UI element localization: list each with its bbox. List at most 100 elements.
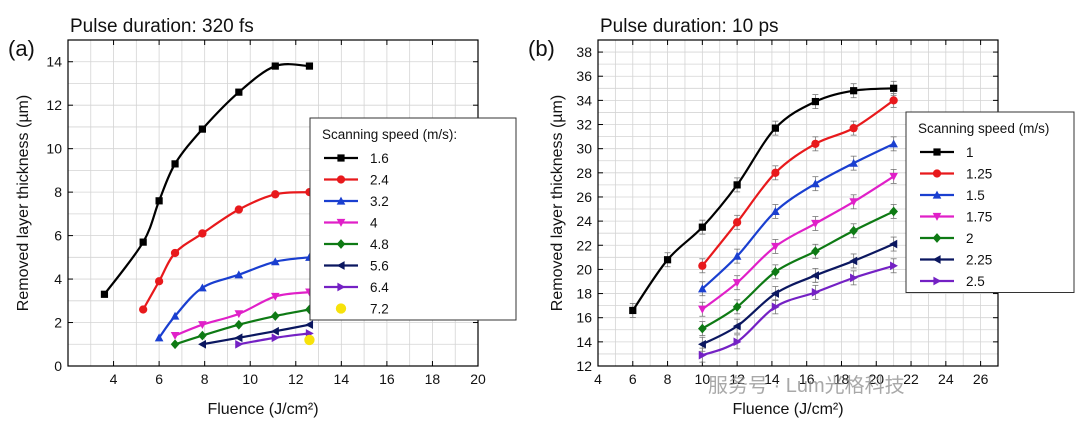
data-point-4-1 bbox=[198, 321, 207, 330]
data-point-3.2-3 bbox=[234, 270, 244, 279]
panel-a: 4 6 8 10 12 14 16 18 20 0 2 4 6 8 10 12 14 Fluence (J/cm²… bbox=[8, 16, 517, 418]
series-line-1.25 bbox=[701, 99, 895, 267]
x-tick-label: 24 bbox=[938, 371, 954, 387]
data-point-1.5-0 bbox=[698, 284, 707, 293]
x-tick-label: 16 bbox=[799, 371, 815, 387]
x-tick-label: 20 bbox=[868, 371, 884, 387]
data-point-5.6-1 bbox=[234, 333, 243, 343]
data-point-3.2-4 bbox=[270, 257, 280, 266]
data-point-2.4-3 bbox=[198, 229, 207, 238]
legend-label-1.6: 1.6 bbox=[370, 151, 389, 166]
data-point-5.6-0 bbox=[198, 339, 206, 349]
data-point-2.25-4 bbox=[849, 256, 858, 266]
data-point-1-2 bbox=[698, 223, 706, 231]
data-point-1.75-3 bbox=[811, 219, 820, 228]
x-tick-label: 8 bbox=[664, 371, 672, 387]
x-tick-label: 4 bbox=[110, 371, 118, 387]
data-point-2.25-3 bbox=[811, 271, 819, 280]
legend-marker-5.6 bbox=[336, 261, 345, 270]
y-tick-label: 12 bbox=[576, 358, 592, 374]
y-tick-label: 24 bbox=[576, 213, 592, 229]
data-point-1.5-3 bbox=[811, 179, 820, 188]
watermark-text: 服务号 · Lum光格科技 bbox=[708, 374, 905, 397]
panel-label: (a) bbox=[8, 36, 35, 61]
data-point-2-3 bbox=[811, 246, 820, 257]
data-point-1.6-0 bbox=[100, 290, 109, 298]
data-point-1.5-1 bbox=[732, 251, 742, 260]
y-tick-label: 8 bbox=[54, 184, 62, 200]
data-point-1.25-1 bbox=[732, 218, 742, 227]
legend-marker-2.5 bbox=[933, 276, 942, 286]
legend-label-1.75: 1.75 bbox=[966, 210, 992, 225]
data-point-6.4-1 bbox=[271, 333, 280, 343]
series-line-1.75 bbox=[701, 175, 895, 311]
legend-marker-6.4 bbox=[337, 282, 346, 292]
data-point-2.4-2 bbox=[170, 248, 180, 258]
y-tick-label: 34 bbox=[576, 92, 592, 108]
data-point-1.75-5 bbox=[889, 172, 898, 181]
data-point-1.75-2 bbox=[771, 242, 780, 251]
x-tick-label: 18 bbox=[834, 371, 850, 387]
data-point-1.6-6 bbox=[271, 62, 279, 70]
data-point-4.8-2 bbox=[234, 319, 244, 330]
data-point-1-1 bbox=[663, 256, 672, 264]
legend-box bbox=[905, 111, 1075, 293]
data-point-1.25-0 bbox=[698, 261, 707, 270]
y-tick-label: 6 bbox=[54, 228, 62, 244]
x-axis-title: Fluence (J/cm²) bbox=[207, 401, 318, 418]
legend-label-5.6: 5.6 bbox=[370, 259, 389, 274]
x-tick-label: 12 bbox=[288, 371, 304, 387]
data-point-1.25-5 bbox=[889, 96, 898, 105]
data-point-1.5-2 bbox=[771, 207, 780, 216]
data-point-1-6 bbox=[850, 87, 858, 95]
data-point-2.5-1 bbox=[733, 337, 742, 347]
data-point-1.75-0 bbox=[698, 305, 707, 314]
legend-label-4: 4 bbox=[370, 216, 378, 231]
y-tick-label: 26 bbox=[576, 189, 592, 205]
legend-marker-1.5 bbox=[932, 190, 942, 199]
data-point-5.6-3 bbox=[305, 320, 314, 330]
x-tick-label: 18 bbox=[425, 371, 441, 387]
data-point-1.6-5 bbox=[235, 88, 243, 96]
legend-marker-7.2 bbox=[335, 303, 347, 314]
x-tick-label: 22 bbox=[903, 371, 919, 387]
data-point-4-3 bbox=[270, 292, 280, 301]
y-tick-label: 18 bbox=[576, 286, 592, 302]
data-point-2.5-4 bbox=[850, 273, 858, 283]
legend-label-2.25: 2.25 bbox=[966, 253, 992, 268]
legend-label-4.8: 4.8 bbox=[370, 237, 389, 252]
y-tick-label: 32 bbox=[576, 117, 592, 133]
y-tick-label: 4 bbox=[54, 271, 62, 287]
y-tick-label: 38 bbox=[576, 44, 592, 60]
x-tick-label: 26 bbox=[973, 371, 989, 387]
y-axis-title: Removed layer thickness (µm) bbox=[15, 95, 32, 311]
series-line-1 bbox=[631, 87, 894, 312]
data-point-2.25-1 bbox=[732, 321, 741, 331]
data-point-2.4-1 bbox=[154, 277, 164, 286]
data-point-1.6-1 bbox=[139, 238, 147, 246]
data-point-2.5-3 bbox=[811, 288, 820, 297]
x-axis-title: Fluence (J/cm²) bbox=[732, 401, 843, 418]
legend-marker-3.2 bbox=[336, 196, 346, 205]
y-tick-label: 30 bbox=[576, 141, 592, 157]
legend-marker-1.25 bbox=[932, 169, 942, 178]
legend-title: Scanning speed (m/s) bbox=[918, 121, 1049, 136]
data-point-4.8-3 bbox=[270, 311, 280, 321]
data-point-3.2-1 bbox=[170, 311, 180, 320]
legend-marker-2.4 bbox=[336, 175, 346, 184]
panel-title: Pulse duration: 10 ps bbox=[600, 16, 779, 37]
legend-label-2.5: 2.5 bbox=[966, 274, 985, 289]
y-tick-label: 20 bbox=[576, 261, 592, 277]
x-tick-label: 16 bbox=[379, 371, 395, 387]
data-point-2-5 bbox=[889, 206, 898, 217]
x-tick-label: 10 bbox=[242, 371, 258, 387]
legend-marker-1.75 bbox=[932, 212, 942, 221]
legend-label-2.4: 2.4 bbox=[370, 173, 389, 188]
data-point-1.6-3 bbox=[171, 160, 179, 168]
data-point-2-4 bbox=[849, 225, 858, 236]
legend-label-1.5: 1.5 bbox=[966, 188, 985, 203]
y-tick-label: 10 bbox=[46, 141, 62, 157]
y-tick-label: 16 bbox=[576, 310, 592, 326]
data-point-1.5-4 bbox=[849, 158, 858, 167]
data-point-2.5-0 bbox=[698, 350, 707, 360]
